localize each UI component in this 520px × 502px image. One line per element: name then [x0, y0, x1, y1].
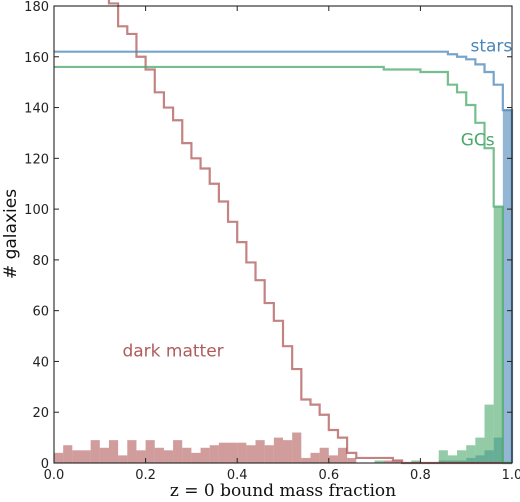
- dark_matter-bar: [54, 452, 64, 463]
- stars-bar: [502, 110, 512, 463]
- gcs-bar: [466, 445, 476, 463]
- y-tick-label: 40: [32, 355, 49, 370]
- series-annotations: stars GCs dark matter: [122, 37, 512, 362]
- dark_matter-bar: [273, 437, 283, 463]
- dark_matter-cumulative-line: [107, 0, 512, 465]
- dark_matter-bar: [319, 447, 329, 463]
- y-tick-label: 140: [24, 102, 49, 117]
- plot-area: [53, 0, 514, 465]
- dark_matter-bar: [310, 452, 320, 463]
- plot-frame: [53, 5, 513, 464]
- dark_matter-bar: [81, 450, 91, 463]
- y-tick-label: 100: [24, 203, 49, 218]
- histogram-bars: [54, 110, 512, 464]
- y-tick-label: 20: [32, 406, 49, 421]
- gcs-cumulative-line: [54, 65, 512, 465]
- gcs-histogram: [374, 206, 503, 464]
- dark_matter-bar: [301, 457, 311, 463]
- y-tick-label: 120: [24, 152, 49, 167]
- x-tick-label: 0.4: [227, 468, 248, 483]
- dark_matter-bar: [145, 440, 155, 463]
- stars-annotation: stars: [470, 37, 512, 57]
- dark_matter-bar: [347, 457, 357, 463]
- gcs-bar: [484, 404, 494, 463]
- y-tick-label: 160: [24, 51, 49, 66]
- gcs-bar: [447, 455, 458, 463]
- cumulative-curves: [54, 0, 514, 465]
- dark_matter-bar: [127, 440, 137, 463]
- x-tick-label: 0.8: [410, 468, 431, 483]
- plot-background: [54, 6, 512, 463]
- dark_matter-bar: [173, 440, 183, 463]
- dark_matter-histogram: [54, 432, 403, 463]
- axis-ticks: 0.0 0.2 0.4 0.6 0.8 1.0 0 20 40 60 80 100 120 140 160 1…: [24, 0, 520, 483]
- dark_matter-bar: [228, 442, 238, 463]
- dark_matter-bar: [209, 445, 219, 463]
- dark_matter-bar: [72, 450, 82, 463]
- dark_matter-bar: [292, 432, 302, 463]
- dark_matter-bar: [154, 447, 164, 463]
- dark_matter-bar: [392, 460, 403, 463]
- dark_matter-bar: [99, 447, 109, 463]
- gcs-bar: [374, 460, 384, 463]
- dark_matter-bar: [200, 447, 210, 463]
- dark_matter-bar: [136, 450, 146, 463]
- gcs-bar: [475, 437, 485, 463]
- dark_matter-bar: [90, 440, 100, 463]
- dark_matter-bar: [383, 460, 393, 463]
- y-axis-label: # galaxies: [1, 189, 21, 279]
- x-tick-label: 0.0: [44, 468, 65, 483]
- dark_matter-bar: [337, 447, 348, 463]
- y-tick-label: 0: [41, 457, 49, 472]
- y-tick-label: 60: [32, 305, 49, 320]
- dark_matter-bar: [118, 455, 128, 463]
- x-tick-label: 1.0: [502, 468, 520, 483]
- gcs-bar: [493, 206, 503, 464]
- gcs-bar: [411, 460, 421, 463]
- dark_matter-bar: [328, 455, 338, 463]
- dark_matter-bar: [108, 440, 119, 463]
- x-tick-label: 0.2: [135, 468, 156, 483]
- dark_matter-bar: [264, 445, 274, 463]
- y-tick-label: 180: [24, 0, 49, 15]
- dark_matter-bar: [246, 445, 256, 463]
- dark_matter-bar: [182, 447, 192, 463]
- gcs-annotation: GCs: [461, 131, 495, 151]
- stars-cumulative-line: [54, 50, 514, 463]
- x-axis-label: z = 0 bound mass fraction: [170, 481, 396, 501]
- dark_matter-bar: [191, 452, 201, 463]
- dark_matter-bar: [283, 440, 293, 463]
- y-tick-label: 80: [32, 254, 49, 269]
- gcs-bar: [438, 450, 448, 463]
- gcs-bar: [457, 450, 467, 463]
- x-tick-label: 0.6: [318, 468, 339, 483]
- dark_matter-bar: [218, 442, 229, 463]
- dark_matter-bar: [63, 445, 73, 463]
- dark_matter-bar: [255, 440, 265, 463]
- dark_matter-bar: [163, 450, 174, 463]
- dark_matter-annotation: dark matter: [122, 341, 223, 361]
- dark_matter-bar: [237, 442, 247, 463]
